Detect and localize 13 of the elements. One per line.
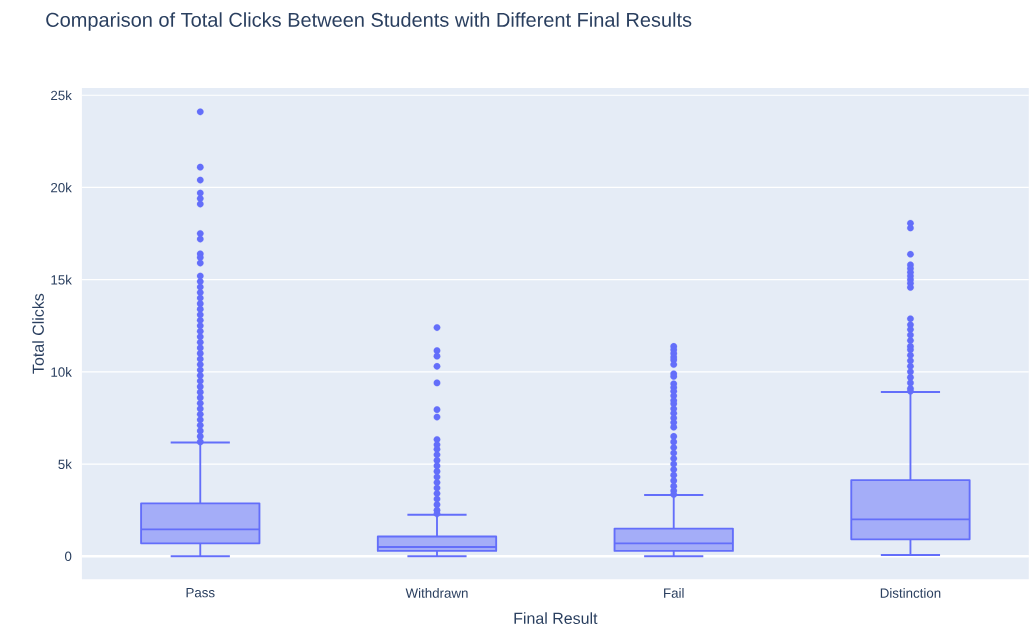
y-tick-label: 0 — [64, 551, 72, 561]
y-axis-title: Total Clicks — [32, 293, 44, 374]
x-tick-label: Pass — [186, 587, 215, 598]
x-tick-label: Distinction — [880, 587, 941, 598]
y-tick-label: 10k — [51, 366, 72, 377]
y-tick-label: 20k — [51, 182, 72, 193]
x-axis-title: Final Result — [514, 612, 598, 624]
y-tick-label: 15k — [51, 274, 72, 285]
chart-title: Comparison of Total Clicks Between Students with Different Final Results — [46, 12, 692, 31]
x-tick-label: Withdrawn — [405, 587, 468, 598]
x-tick-label: Fail — [664, 587, 684, 598]
y-tick-label: 25k — [51, 90, 72, 101]
y-tick-label: 5k — [58, 459, 72, 469]
